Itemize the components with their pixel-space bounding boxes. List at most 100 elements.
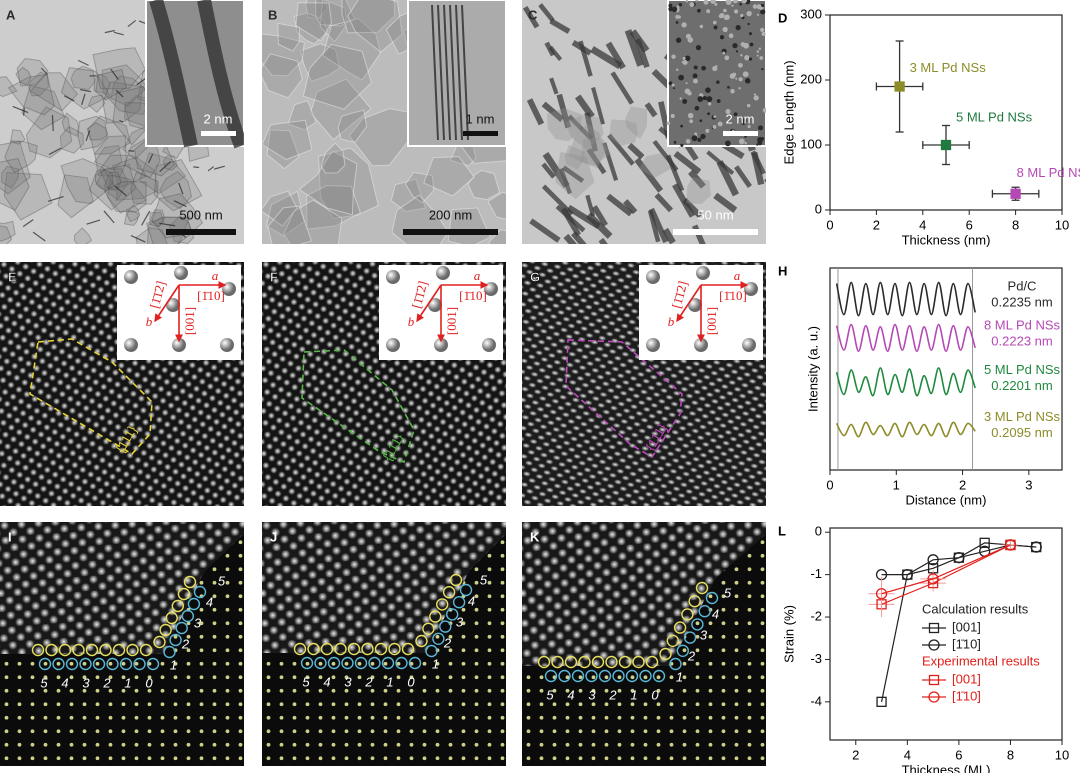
pd-atom-ring (320, 642, 334, 656)
pd-atom-ring (449, 573, 463, 587)
flake (138, 152, 187, 195)
series-label: 5 ML Pd NSs (984, 362, 1061, 377)
lattice-dot (762, 107, 766, 113)
lattice-fringe (437, 4, 445, 141)
facet-outline (565, 339, 683, 459)
plot-frame (829, 267, 1063, 471)
step-label: 4 (712, 606, 719, 621)
y-tick-label: 0 (815, 201, 822, 216)
pd-atom-ring (564, 655, 578, 669)
y-axis-label: Strain (%) (781, 605, 796, 663)
lattice-dot (715, 65, 718, 68)
spacing-label: 0.2223 nm (991, 333, 1052, 348)
lattice-dot (707, 102, 712, 106)
plot-frame (829, 14, 1063, 211)
nanosheet-edge (734, 165, 752, 188)
direction-label: [001] (444, 307, 459, 335)
needle (119, 120, 124, 123)
panel-letter: H (778, 263, 787, 278)
nanosheet-edge (682, 197, 703, 219)
legend-marker (928, 691, 940, 703)
flake (10, 129, 26, 145)
lattice-dot (687, 37, 694, 43)
nanosheet-edge (654, 192, 674, 213)
flake (70, 65, 96, 91)
step-label: 1 (170, 657, 177, 672)
atom-sphere (428, 298, 442, 312)
lattice-dot (724, 140, 731, 147)
flake (3, 171, 53, 221)
flake (130, 171, 159, 205)
lattice-dot (682, 99, 688, 104)
substrate-atom-ring (544, 669, 558, 683)
nanosheet-edge (673, 150, 702, 175)
substrate-atom-ring (432, 632, 445, 646)
pd-atom-ring (159, 623, 172, 637)
atom-sphere (646, 338, 660, 352)
lattice-dot (738, 77, 743, 82)
pd-atom-ring (58, 643, 72, 657)
flake (295, 2, 333, 42)
lattice-dot (691, 135, 698, 142)
substrate-atom-ring (445, 608, 459, 621)
image-panel: 2 nm 50 nm C (522, 0, 766, 244)
marker (927, 554, 939, 566)
flake (488, 229, 506, 244)
lattice-fringe (455, 4, 463, 141)
panel-letter: C (528, 7, 538, 22)
needle (12, 105, 29, 114)
lattice-dot (716, 99, 721, 103)
flake (686, 177, 711, 204)
nanosheet-edge (529, 218, 561, 243)
terrace-label: 2 (102, 675, 111, 690)
nanosheet-edge (574, 94, 595, 119)
atom-sphere (646, 270, 660, 284)
pd-atom-ring (591, 655, 605, 669)
lattice-dot (735, 50, 739, 53)
nanosheet-edge (624, 29, 644, 67)
lattice-dot (722, 26, 728, 33)
step-label: 5 (480, 572, 488, 587)
flake (101, 64, 153, 116)
substrate-atom-ring (187, 597, 201, 611)
lattice-band (197, 0, 244, 149)
substrate-atom-ring (459, 583, 473, 597)
lattice-dot (705, 128, 710, 133)
substrate-atom-ring (571, 669, 585, 683)
scale-bar (673, 229, 758, 235)
flake (59, 125, 84, 154)
legend-label: [001] (952, 619, 981, 634)
x-axis-label: Thickness (ML) (902, 762, 991, 773)
x-tick-label: 1 (893, 477, 900, 492)
lattice-dot (706, 98, 710, 102)
y-tick-label: -4 (810, 693, 822, 708)
substrate-atom-ring (300, 656, 314, 670)
marker (875, 588, 888, 600)
lattice-dot (756, 4, 762, 10)
flake (95, 68, 127, 101)
step-label: 4 (206, 594, 213, 609)
nanosheet-edge (634, 157, 664, 193)
pd-atom-ring (361, 642, 374, 656)
lattice-dot (678, 2, 683, 7)
inset-scale-label: 2 nm (726, 111, 755, 126)
lattice-fringe (449, 4, 457, 141)
lattice-dot (675, 21, 679, 24)
step-label: 2 (181, 636, 190, 651)
lattice-dot (732, 0, 739, 4)
direction-label: b (146, 314, 153, 329)
nanosheet-edge (751, 151, 765, 186)
direction-label: [001] (704, 307, 719, 335)
lattice-dot (738, 62, 743, 68)
y-tick-label: 0 (815, 524, 822, 539)
lattice-dot (693, 78, 698, 84)
direction-arrow (676, 284, 702, 323)
flake (86, 122, 109, 141)
terrace-label: 0 (145, 675, 153, 690)
panel-letter: E (8, 269, 17, 284)
lattice-dot (675, 14, 680, 19)
nanosheet-edge (602, 142, 619, 182)
lattice-dot (747, 22, 750, 26)
x-tick-label: 10 (1055, 217, 1069, 232)
